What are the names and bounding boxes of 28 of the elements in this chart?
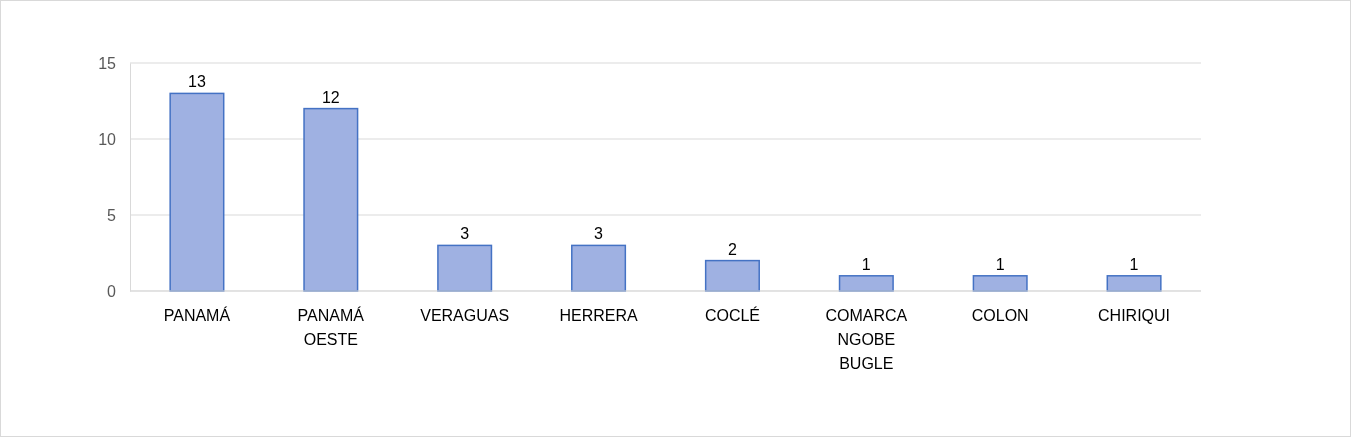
y-tick-label: 15 bbox=[98, 54, 117, 72]
data-label: 12 bbox=[321, 88, 340, 106]
bar bbox=[704, 259, 760, 292]
bar bbox=[571, 244, 627, 292]
x-tick-label: VERAGUAS bbox=[420, 307, 510, 324]
bar bbox=[972, 275, 1028, 292]
x-tick-label: CHIRIQUI bbox=[1098, 307, 1171, 324]
data-label: 1 bbox=[1129, 255, 1139, 273]
x-tick-label: HERRERA bbox=[559, 307, 639, 324]
data-label: 1 bbox=[995, 255, 1005, 273]
data-label: 1 bbox=[861, 255, 871, 273]
bar bbox=[169, 92, 225, 292]
y-tick-label: 10 bbox=[98, 130, 117, 148]
bar bbox=[838, 275, 894, 292]
data-label: 13 bbox=[188, 73, 206, 91]
y-tick-label: 0 bbox=[107, 282, 117, 300]
bar bbox=[1106, 275, 1162, 292]
x-tick-label: PANAMÁ bbox=[163, 306, 231, 324]
x-tick-label: COLON bbox=[971, 307, 1029, 324]
data-label: 3 bbox=[594, 225, 604, 243]
data-label: 3 bbox=[460, 225, 470, 243]
bar bbox=[303, 107, 359, 292]
x-tick-label: PANAMÁ OESTE bbox=[297, 306, 365, 348]
y-tick-label: 5 bbox=[107, 206, 117, 224]
x-tick-label: COMARCA NGOBE BUGLE bbox=[825, 307, 908, 372]
x-tick-label: COCLÉ bbox=[704, 306, 760, 324]
data-label: 2 bbox=[727, 240, 737, 258]
bar bbox=[437, 244, 493, 292]
